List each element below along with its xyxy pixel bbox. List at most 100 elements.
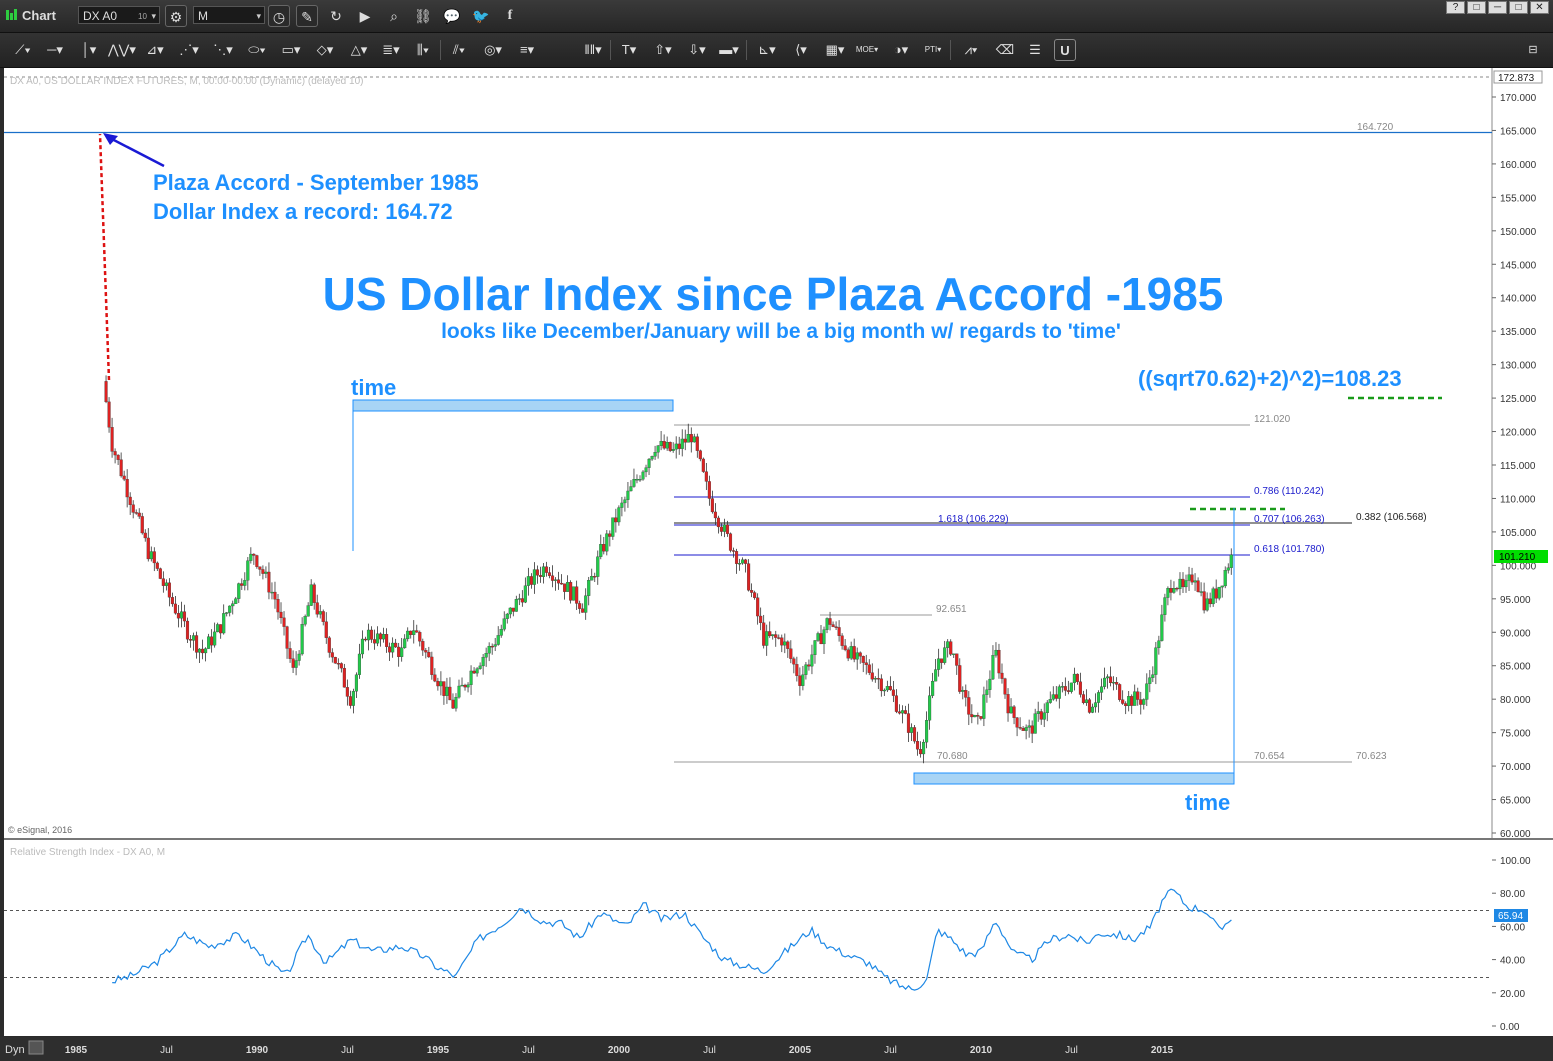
pti-icon[interactable]: PTI▾ xyxy=(924,45,942,54)
regression-icon[interactable]: ⊾▾ xyxy=(758,42,776,57)
candle-down xyxy=(363,638,368,641)
candle-down xyxy=(792,658,796,665)
arrow-up-icon[interactable]: ⇧▾ xyxy=(654,42,672,57)
eraser-icon[interactable]: ⌫ xyxy=(995,42,1015,57)
candle-down xyxy=(888,686,892,691)
parallel-lines-icon[interactable]: ⫽▾ xyxy=(452,42,466,57)
candle-up xyxy=(873,678,877,680)
chevron-down-icon[interactable]: ▾ xyxy=(256,11,261,21)
facebook-button[interactable]: f xyxy=(499,5,521,27)
app-label: Chart xyxy=(22,8,56,23)
low-level-label: 70.680 xyxy=(937,751,968,762)
line-tool-icon[interactable]: ⟋▾ xyxy=(15,42,31,57)
magnet-icon[interactable]: U xyxy=(1054,39,1076,61)
diamond-icon[interactable]: ◇▾ xyxy=(316,42,334,57)
maximize-window-button[interactable]: □ xyxy=(1509,1,1528,14)
horizontal-line-icon[interactable]: ─▾ xyxy=(47,42,63,57)
candle-up xyxy=(1226,567,1230,571)
pitchfork-icon[interactable]: ≡▾ xyxy=(519,42,535,57)
candle-up xyxy=(647,458,651,468)
link-button[interactable]: ⛓ xyxy=(412,5,434,27)
speed-lines-icon[interactable]: ⟨▾ xyxy=(795,42,807,57)
formula-annotation: ((sqrt70.62)+2)^2)=108.23 xyxy=(1138,366,1402,391)
candle-up xyxy=(925,720,929,743)
rectangle-icon[interactable]: ▭▾ xyxy=(281,42,301,57)
candle-up xyxy=(354,674,358,692)
arrow-down-icon[interactable]: ⇩▾ xyxy=(688,42,706,57)
candle-down xyxy=(846,649,850,659)
candle-down xyxy=(336,663,340,665)
pattern-icon[interactable]: ⩘▾ xyxy=(964,42,978,57)
restore-window-button[interactable]: □ xyxy=(1467,1,1486,14)
time-tick-label: 2015 xyxy=(1151,1045,1174,1056)
candle-up xyxy=(382,634,386,640)
gann-fan-icon[interactable]: ⋱▾ xyxy=(213,42,233,57)
candle-down xyxy=(345,687,349,697)
fan-icon[interactable]: ⊿▾ xyxy=(146,42,164,57)
candle-up xyxy=(1205,598,1209,611)
candle-down xyxy=(324,621,328,638)
candle-down xyxy=(240,583,244,586)
candle-down xyxy=(433,674,437,682)
candle-up xyxy=(149,551,153,560)
time-icon[interactable]: ◑▾ xyxy=(893,42,909,57)
text-icon[interactable]: T▾ xyxy=(621,42,637,57)
candle-up xyxy=(460,684,464,687)
draw-button[interactable]: ✎ xyxy=(296,5,318,27)
candle-down xyxy=(879,678,883,692)
candle-down xyxy=(698,450,702,460)
layers-icon[interactable]: ☰ xyxy=(1029,42,1041,57)
chevron-down-icon[interactable]: ▾ xyxy=(151,11,156,21)
circles-icon[interactable]: ◎▾ xyxy=(484,42,502,57)
candle-down xyxy=(276,599,280,613)
close-window-button[interactable]: ✕ xyxy=(1530,1,1549,14)
refresh-button[interactable]: ↻ xyxy=(325,5,347,27)
candle-down xyxy=(677,443,681,449)
candle-up xyxy=(584,595,588,613)
time-button[interactable]: ◷ xyxy=(268,5,290,27)
symbol-input[interactable]: DX A0 10 ▾ xyxy=(78,6,160,24)
grid-icon[interactable]: ▦▾ xyxy=(825,42,845,57)
candle-down xyxy=(906,713,911,733)
candle-up xyxy=(1045,702,1049,714)
candle-up xyxy=(1145,683,1149,700)
moe-icon[interactable]: MOE▾ xyxy=(855,45,879,54)
help-window-button[interactable]: ? xyxy=(1446,1,1465,14)
candle-up xyxy=(961,690,965,692)
vertical-line-icon[interactable]: │▾ xyxy=(81,42,97,57)
dyn-toggle[interactable] xyxy=(28,1040,44,1055)
bars-icon[interactable]: ⫼▾ xyxy=(416,42,430,57)
fan-lines-icon[interactable]: ⋰▾ xyxy=(179,42,199,57)
candle-up xyxy=(596,556,600,577)
play-button[interactable]: ▶ xyxy=(354,5,376,27)
marker-icon[interactable]: ▬▾ xyxy=(719,42,739,57)
twitter-button[interactable]: 🐦 xyxy=(470,5,492,27)
candle-up xyxy=(1024,727,1028,731)
zigzag-icon[interactable]: ⋀⋁▾ xyxy=(108,42,136,57)
time-label-top: time xyxy=(351,375,396,400)
cycle-lines-icon[interactable]: ‖‖▾ xyxy=(584,42,602,57)
candle-down xyxy=(807,664,811,667)
properties-icon[interactable]: ⊟ xyxy=(1528,44,1538,56)
candle-down xyxy=(1021,728,1025,731)
candle-down xyxy=(267,571,271,593)
candle-up xyxy=(502,618,506,630)
settings-gear-button[interactable]: ⚙ xyxy=(165,5,187,27)
fibonacci-icon[interactable]: ≣▾ xyxy=(382,42,400,57)
candle-down xyxy=(967,697,971,715)
triangle-icon[interactable]: △▾ xyxy=(350,42,368,57)
search-button[interactable]: ⌕ xyxy=(383,5,405,27)
ellipse-icon[interactable]: ⬭▾ xyxy=(248,42,266,57)
comment-button[interactable]: 💬 xyxy=(441,5,463,27)
candle-down xyxy=(955,653,959,666)
time-tick-label: 1985 xyxy=(65,1045,88,1056)
minimize-window-button[interactable]: ─ xyxy=(1488,1,1507,14)
candle-down xyxy=(1078,681,1082,695)
interval-select[interactable]: M ▾ xyxy=(193,6,265,24)
price-tick-label: 65.000 xyxy=(1500,796,1531,807)
twitter-icon: 🐦 xyxy=(472,8,490,24)
candle-up xyxy=(191,635,196,641)
candle-up xyxy=(1178,578,1182,589)
candle-up xyxy=(243,580,247,586)
candle-up xyxy=(985,689,989,695)
